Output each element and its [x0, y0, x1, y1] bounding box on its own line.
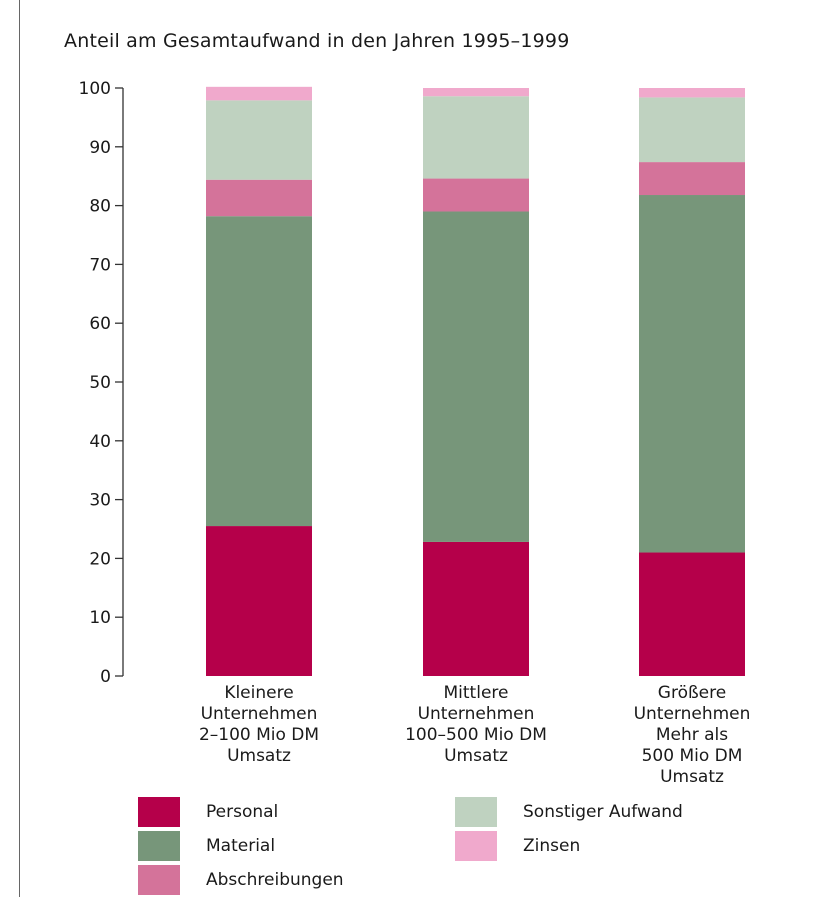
- bar-segment-material: [206, 216, 312, 527]
- bar-segment-zinsen: [639, 88, 745, 98]
- bar-segment-sonstiger-aufwand: [639, 97, 745, 163]
- x-category-label: Größere Unternehmen Mehr als 500 Mio DM Umsa…: [592, 683, 792, 788]
- y-tick-label: 30: [89, 491, 111, 511]
- legend-label: Sonstiger Aufwand: [523, 802, 683, 822]
- legend-item: Material: [138, 830, 275, 862]
- y-tick-label: 70: [89, 255, 111, 275]
- x-category-label: Mittlere Unternehmen 100–500 Mio DM Umsatz: [376, 683, 576, 767]
- y-tick-label: 40: [89, 432, 111, 452]
- x-category-label-line: Unternehmen: [417, 704, 535, 724]
- x-category-label-line: Unternehmen: [633, 704, 751, 724]
- x-category-label-line: Kleinere: [224, 683, 294, 703]
- x-category-label: Kleinere Unternehmen 2–100 Mio DM Umsatz: [159, 683, 359, 767]
- chart-title: Anteil am Gesamtaufwand in den Jahren 19…: [64, 30, 570, 52]
- legend-item: Personal: [138, 796, 278, 828]
- x-category-label-line: Umsatz: [227, 746, 291, 766]
- legend-swatch: [138, 865, 180, 895]
- x-category-label-line: Mittlere: [443, 683, 509, 703]
- legend-item: Sonstiger Aufwand: [455, 796, 683, 828]
- y-tick-label: 100: [79, 79, 111, 99]
- bar-segment-material: [639, 195, 745, 553]
- legend-label: Personal: [206, 802, 279, 822]
- y-tick-label: 80: [89, 197, 111, 217]
- x-category-label-line: Umsatz: [444, 746, 508, 766]
- bar-segment-material: [423, 211, 529, 542]
- y-tick-label: 0: [100, 667, 111, 687]
- bar-segment-sonstiger-aufwand: [206, 100, 312, 180]
- y-tick-label: 90: [89, 138, 111, 158]
- bar-segment-sonstiger-aufwand: [423, 96, 529, 179]
- x-category-label-line: 2–100 Mio DM: [198, 725, 320, 745]
- bar-segment-abschreibungen: [639, 162, 745, 196]
- legend-swatch: [138, 831, 180, 861]
- y-tick-label: 20: [89, 549, 111, 569]
- x-category-label-line: Unternehmen: [200, 704, 318, 724]
- legend-label: Abschreibungen: [206, 870, 344, 890]
- chart-frame: [19, 0, 824, 897]
- legend-swatch: [455, 831, 497, 861]
- legend-item: Zinsen: [455, 830, 580, 862]
- bar-segment-personal: [639, 552, 745, 676]
- legend-swatch: [138, 797, 180, 827]
- legend-label: Zinsen: [523, 836, 581, 856]
- y-tick-label: 10: [89, 608, 111, 628]
- x-category-label-line: 500 Mio DM: [641, 746, 743, 766]
- bar-segment-zinsen: [206, 86, 312, 101]
- legend-label: Material: [206, 836, 276, 856]
- bar-segment-abschreibungen: [206, 179, 312, 217]
- bar-segment-abschreibungen: [423, 178, 529, 212]
- y-tick-label: 50: [89, 373, 111, 393]
- legend-item: Abschreibungen: [138, 864, 344, 896]
- x-category-label-line: Größere: [657, 683, 727, 703]
- bar-segment-zinsen: [423, 88, 529, 97]
- x-category-label-line: Umsatz: [660, 767, 724, 787]
- bar-segment-personal: [423, 541, 529, 676]
- x-category-label-line: 100–500 Mio DM: [405, 725, 547, 745]
- x-category-label-line: Mehr als: [655, 725, 729, 745]
- y-tick-label: 60: [89, 314, 111, 334]
- bar-segment-personal: [206, 526, 312, 676]
- legend-swatch: [455, 797, 497, 827]
